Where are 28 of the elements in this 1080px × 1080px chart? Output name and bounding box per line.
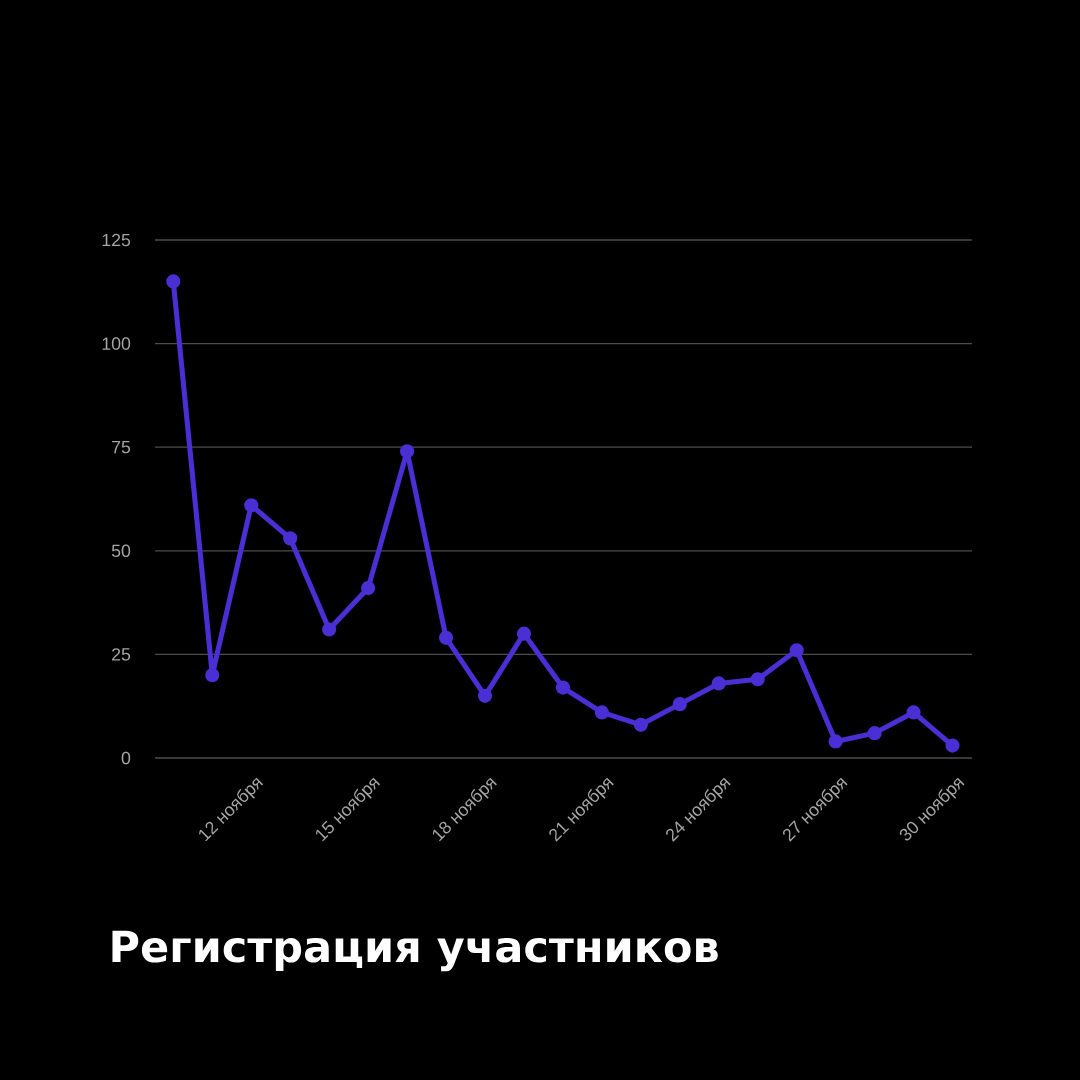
- point: [672, 697, 687, 712]
- y-tick-label: 50: [111, 544, 131, 558]
- point: [205, 668, 220, 683]
- y-tick-label: 100: [102, 337, 131, 350]
- y-tick-label: 0: [121, 751, 131, 765]
- point: [516, 626, 532, 641]
- point: [477, 688, 493, 703]
- point: [283, 531, 298, 546]
- point: [711, 676, 726, 691]
- point: [789, 643, 804, 658]
- point: [555, 680, 571, 695]
- point: [244, 498, 259, 513]
- point: [438, 630, 454, 645]
- text: Регистрация участников: [112, 930, 718, 972]
- y-tick-label: 125: [102, 233, 131, 247]
- point: [594, 705, 609, 720]
- point: [750, 672, 765, 687]
- point: [906, 705, 921, 720]
- point: [828, 734, 843, 749]
- y-tick-label: 75: [112, 441, 131, 454]
- point: [633, 717, 648, 732]
- point: [166, 274, 181, 289]
- point: [867, 726, 882, 741]
- point: [361, 581, 376, 596]
- point: [945, 738, 960, 753]
- point: [322, 622, 337, 637]
- y-tick-label: 25: [112, 648, 131, 661]
- point: [399, 444, 415, 459]
